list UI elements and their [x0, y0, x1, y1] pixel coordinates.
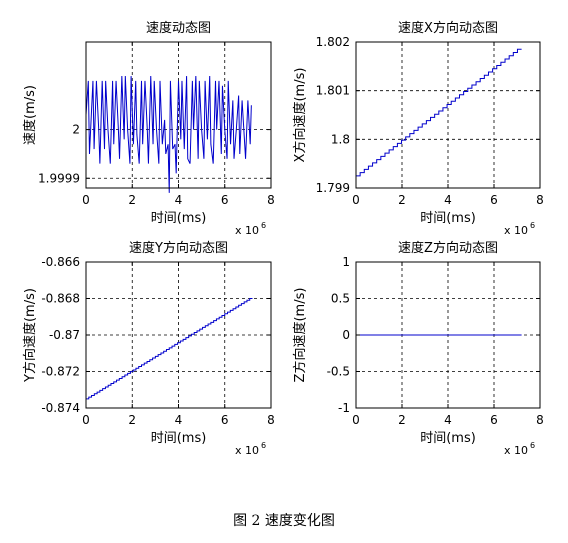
- x-tick-label: 2: [398, 193, 406, 207]
- y-axis-label: Z方向速度(m/s): [292, 288, 308, 383]
- y-tick-label: 1.8: [331, 132, 350, 146]
- x-tick-label: 0: [352, 193, 360, 207]
- y-axis-label: Y方向速度(m/s): [22, 288, 38, 383]
- series-line: [356, 48, 522, 177]
- y-tick-label: -0.874: [41, 401, 80, 415]
- y-tick-label: 1.801: [316, 84, 350, 98]
- x-tick-label: 2: [398, 413, 406, 427]
- x-exponent-base: x 10: [235, 224, 259, 237]
- x-exponent-base: x 10: [504, 224, 528, 237]
- chart-title: 速度Z方向动态图: [398, 240, 498, 256]
- x-axis-label: 时间(ms): [151, 431, 207, 446]
- x-exponent-base: x 10: [504, 444, 528, 457]
- x-tick-label: 6: [490, 413, 498, 427]
- x-tick-label: 8: [267, 193, 275, 207]
- y-tick-label: 0.5: [331, 292, 350, 306]
- x-tick-label: 0: [82, 193, 90, 207]
- x-tick-label: 2: [128, 413, 136, 427]
- y-tick-label: -0.866: [41, 255, 80, 269]
- x-exponent-power: 6: [261, 221, 266, 230]
- x-tick-label: 8: [536, 193, 544, 207]
- x-tick-label: 6: [490, 193, 498, 207]
- x-exponent-power: 6: [530, 221, 535, 230]
- series-line: [86, 298, 253, 400]
- figure-caption: 图 2 速度变化图: [233, 513, 335, 529]
- x-tick-label: 6: [221, 193, 229, 207]
- x-tick-label: 6: [221, 413, 229, 427]
- chart-title: 速度Y方向动态图: [129, 240, 228, 256]
- y-tick-label: 1.9999: [38, 171, 80, 185]
- series-line: [85, 76, 252, 193]
- y-tick-label: 1.799: [316, 181, 350, 195]
- x-exponent-power: 6: [261, 441, 266, 450]
- y-tick-label: -0.87: [49, 328, 80, 342]
- chart-panel-3: 0 2 4 6 8 -0.874 -0.872 -0.87 -0.868 -0.866 速度Y方向动…: [22, 240, 275, 457]
- y-tick-label: 1: [342, 255, 350, 269]
- x-tick-label: 4: [444, 193, 452, 207]
- x-tick-label: 2: [128, 193, 136, 207]
- x-tick-label: 0: [352, 413, 360, 427]
- y-tick-label: -1: [338, 401, 350, 415]
- y-tick-label: -0.5: [327, 365, 350, 379]
- x-tick-label: 8: [267, 413, 275, 427]
- y-tick-label: 1.802: [316, 35, 350, 49]
- x-tick-label: 8: [536, 413, 544, 427]
- y-axis-label: 速度(m/s): [22, 85, 38, 145]
- x-exponent-base: x 10: [235, 444, 259, 457]
- chart-title: 速度X方向动态图: [398, 20, 498, 36]
- y-tick-label: -0.872: [41, 365, 80, 379]
- x-tick-label: 4: [444, 413, 452, 427]
- x-tick-label: 4: [175, 193, 183, 207]
- y-tick-label: -0.868: [41, 292, 80, 306]
- y-tick-label: 2: [72, 123, 80, 137]
- x-axis-label: 时间(ms): [420, 431, 476, 446]
- x-tick-label: 0: [82, 413, 90, 427]
- y-axis-label: X方向速度(m/s): [292, 68, 308, 163]
- x-axis-label: 时间(ms): [420, 211, 476, 226]
- y-tick-label: 0: [342, 328, 350, 342]
- x-tick-label: 4: [175, 413, 183, 427]
- x-exponent-power: 6: [530, 441, 535, 450]
- chart-title: 速度动态图: [146, 20, 211, 36]
- x-axis-label: 时间(ms): [151, 211, 207, 226]
